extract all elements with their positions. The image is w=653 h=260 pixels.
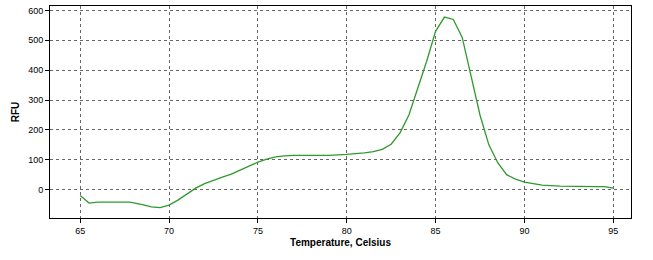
svg-text:RFU: RFU [10,102,21,123]
svg-text:65: 65 [75,226,85,236]
svg-text:200: 200 [28,125,43,135]
svg-text:300: 300 [28,95,43,105]
svg-text:400: 400 [28,65,43,75]
svg-text:70: 70 [164,226,174,236]
svg-text:100: 100 [28,155,43,165]
svg-text:80: 80 [342,226,352,236]
svg-text:0: 0 [38,185,43,195]
svg-text:75: 75 [253,226,263,236]
svg-text:85: 85 [431,226,441,236]
svg-text:600: 600 [28,6,43,16]
svg-text:500: 500 [28,35,43,45]
svg-text:95: 95 [608,226,618,236]
svg-text:90: 90 [519,226,529,236]
svg-text:Temperature, Celsius: Temperature, Celsius [290,237,391,248]
